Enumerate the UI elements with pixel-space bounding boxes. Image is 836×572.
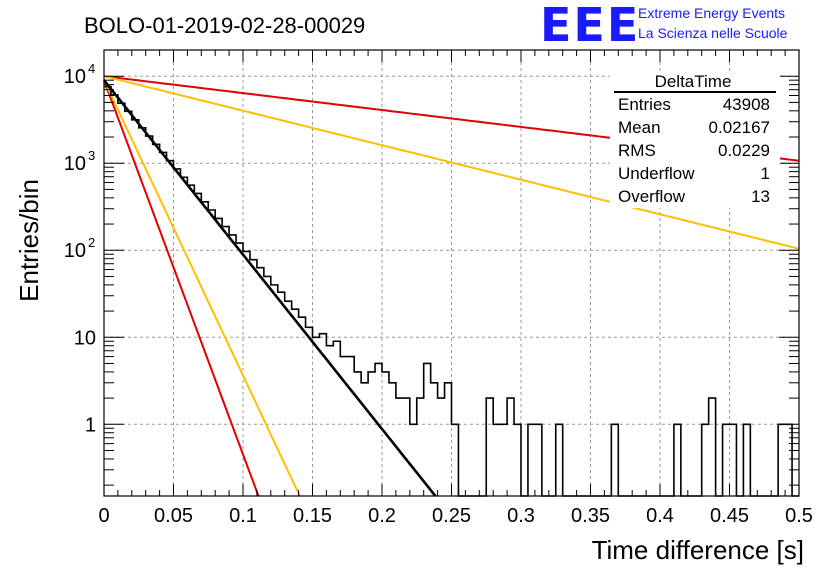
chart-title: BOLO-01-2019-02-28-00029 [84,13,365,38]
fit-curve-4 [103,75,800,250]
x-tick-label: 0.1 [229,505,257,527]
logo-line-1: Extreme Energy Events [638,5,786,21]
axis-ticks [103,49,800,496]
y-tick-label-exponent: 4 [88,61,95,76]
eee-logo: EEE [540,0,641,52]
stats-row-value: 0.0229 [718,141,770,160]
tick-labels: 0 0.05 0.1 0.15 0.2 0.25 0.3 0.35 0.4 0.45 0.5 1 10 1… [64,61,813,527]
y-tick-label: 10 [64,66,86,88]
y-tick-label: 10 [64,153,86,175]
x-tick-label: 0.2 [368,505,396,527]
x-tick-label: 0.35 [571,505,610,527]
stats-row-value: 13 [751,187,770,206]
x-axis-label: Time difference [s] [592,535,804,565]
x-tick-label: 0.4 [646,505,674,527]
fit-curves [103,75,800,497]
y-tick-label: 10 [64,240,86,262]
stats-box: DeltaTime Entries 43908 Mean 0.02167 RMS 0.02… [610,72,780,208]
stats-row-label: Mean [618,118,661,137]
fit-curve-0 [102,79,437,497]
y-tick-label-exponent: 2 [88,235,95,250]
y-tick-label-exponent: 3 [88,148,95,163]
fit-curve-2 [103,79,301,497]
stats-row-value: 1 [761,164,770,183]
histogram-line [104,85,799,497]
y-tick-label: 10 [74,327,96,349]
stats-row-label: Entries [618,95,671,114]
stats-box-title: DeltaTime [655,72,732,91]
x-tick-label: 0.45 [710,505,749,527]
x-tick-label: 0.5 [785,505,813,527]
y-tick-label: 1 [85,414,96,436]
x-tick-label: 0.25 [432,505,471,527]
x-tick-label: 0.15 [293,505,332,527]
x-tick-label: 0.3 [507,505,535,527]
x-tick-label: 0 [98,505,109,527]
stats-row-value: 43908 [723,95,770,114]
x-tick-label: 0.05 [154,505,193,527]
stats-row-label: Overflow [618,187,686,206]
fit-curve-1 [103,79,260,497]
stats-box-background [610,72,780,208]
stats-rows: Entries 43908 Mean 0.02167 RMS 0.0229 Underflo… [618,95,770,206]
logo-line-2: La Scienza nelle Scuole [638,25,788,41]
stats-row-label: RMS [618,141,656,160]
y-axis-label: Entries/bin [14,179,44,302]
stats-row-value: 0.02167 [709,118,770,137]
stats-row-label: Underflow [618,164,695,183]
